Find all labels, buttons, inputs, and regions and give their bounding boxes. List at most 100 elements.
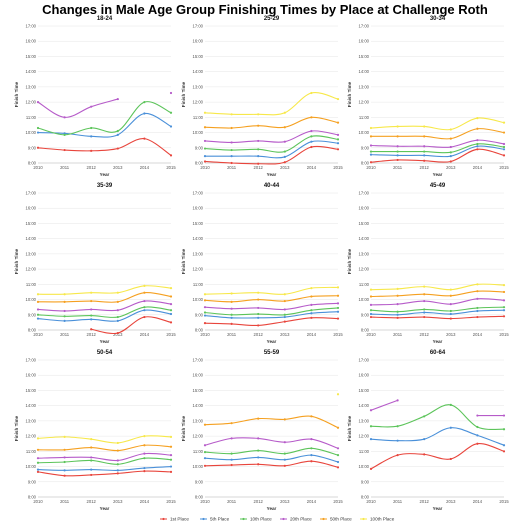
data-point bbox=[283, 155, 286, 159]
data-point bbox=[283, 452, 286, 455]
y-axis-label: Finish Time bbox=[14, 248, 19, 274]
y-tick-label: 10:00 bbox=[193, 130, 204, 135]
data-point bbox=[310, 415, 313, 418]
data-point bbox=[203, 299, 207, 302]
data-point bbox=[310, 438, 313, 441]
x-tick-label: 2012 bbox=[87, 165, 97, 170]
data-point bbox=[257, 162, 260, 165]
data-point bbox=[36, 126, 40, 130]
x-axis-label: Year bbox=[433, 506, 443, 511]
x-axis-label: Year bbox=[433, 339, 443, 344]
series-line bbox=[204, 311, 339, 319]
series-line bbox=[204, 317, 339, 327]
panel-45-49: 8:00 9:00 10:00 11:00 12:00 13:00 14:00 15:00 16… bbox=[347, 183, 509, 344]
data-point bbox=[396, 313, 399, 316]
data-point bbox=[90, 446, 93, 449]
y-tick-label: 17:00 bbox=[193, 24, 204, 29]
data-point bbox=[203, 464, 207, 467]
data-point bbox=[310, 303, 313, 306]
x-tick-label: 2015 bbox=[333, 165, 343, 170]
data-point bbox=[396, 439, 399, 442]
series-5th-place bbox=[203, 454, 340, 464]
y-tick-label: 12:00 bbox=[359, 267, 370, 272]
data-point bbox=[502, 145, 506, 149]
y-tick-label: 13:00 bbox=[26, 418, 37, 423]
y-tick-label: 13:00 bbox=[26, 84, 37, 89]
data-point bbox=[169, 454, 173, 457]
data-point bbox=[336, 302, 340, 305]
data-point bbox=[396, 287, 399, 290]
data-point bbox=[369, 153, 373, 156]
data-point bbox=[449, 155, 452, 158]
panel-40-44: 8:00 9:00 10:00 11:00 12:00 13:00 14:00 15:00 16… bbox=[181, 183, 343, 344]
series-100th-place bbox=[36, 435, 173, 445]
panel-title: 55-59 bbox=[264, 350, 280, 356]
series-line bbox=[37, 435, 172, 444]
data-point bbox=[310, 316, 313, 319]
data-point bbox=[336, 294, 340, 297]
data-point bbox=[203, 139, 207, 143]
series-line bbox=[91, 316, 172, 335]
y-tick-label: 13:00 bbox=[359, 84, 370, 89]
data-point bbox=[257, 449, 260, 452]
data-point bbox=[203, 147, 207, 150]
x-tick-label: 2011 bbox=[227, 165, 237, 170]
x-tick-label: 2012 bbox=[420, 165, 430, 170]
series-line bbox=[370, 139, 505, 148]
y-tick-label: 17:00 bbox=[193, 358, 204, 363]
x-tick-label: 2011 bbox=[393, 499, 403, 504]
data-point bbox=[257, 316, 260, 319]
data-point bbox=[257, 437, 260, 440]
data-point bbox=[169, 312, 173, 316]
series-10th-place bbox=[203, 135, 340, 153]
series-line bbox=[204, 145, 339, 165]
data-point bbox=[396, 294, 399, 297]
data-point bbox=[283, 293, 286, 296]
legend-label: 20th Place bbox=[290, 517, 312, 522]
series-1st-place bbox=[36, 137, 173, 157]
x-axis-label: Year bbox=[267, 339, 277, 344]
data-point bbox=[230, 148, 233, 152]
series-20th-place bbox=[36, 452, 173, 462]
data-point bbox=[502, 283, 506, 287]
data-point bbox=[143, 435, 146, 438]
data-point bbox=[143, 315, 146, 319]
series-line bbox=[204, 286, 339, 295]
x-tick-label: 2012 bbox=[254, 499, 264, 504]
data-point bbox=[143, 309, 146, 312]
data-point bbox=[230, 452, 233, 455]
data-point bbox=[423, 453, 426, 456]
y-tick-label: 12:00 bbox=[193, 267, 204, 272]
y-axis-label: Finish Time bbox=[181, 248, 186, 274]
data-point bbox=[257, 298, 260, 301]
data-point bbox=[283, 458, 286, 461]
data-point bbox=[203, 306, 207, 309]
data-point bbox=[36, 457, 40, 460]
panel-title: 40-44 bbox=[264, 183, 280, 189]
data-point bbox=[36, 146, 40, 149]
x-axis-label: Year bbox=[433, 172, 443, 177]
x-tick-label: 2011 bbox=[227, 499, 237, 504]
data-point bbox=[257, 124, 260, 127]
x-tick-label: 2012 bbox=[87, 499, 97, 504]
y-tick-label: 15:00 bbox=[359, 221, 370, 226]
data-point bbox=[283, 308, 286, 311]
series-line bbox=[204, 302, 339, 311]
x-tick-label: 2014 bbox=[140, 332, 150, 337]
x-tick-label: 2010 bbox=[366, 499, 376, 504]
data-point bbox=[169, 111, 173, 114]
series-line bbox=[370, 427, 505, 446]
y-tick-label: 12:00 bbox=[359, 434, 370, 439]
data-point bbox=[310, 116, 313, 119]
data-point bbox=[169, 435, 173, 438]
data-point bbox=[143, 101, 146, 104]
data-point bbox=[257, 417, 260, 420]
x-tick-label: 2015 bbox=[166, 499, 176, 504]
data-point bbox=[116, 472, 119, 475]
series-1st-place bbox=[90, 315, 173, 335]
data-point bbox=[423, 438, 426, 441]
x-tick-label: 2015 bbox=[499, 165, 509, 170]
y-tick-label: 11:00 bbox=[26, 115, 37, 120]
data-point bbox=[369, 312, 373, 316]
series-line bbox=[204, 91, 339, 116]
